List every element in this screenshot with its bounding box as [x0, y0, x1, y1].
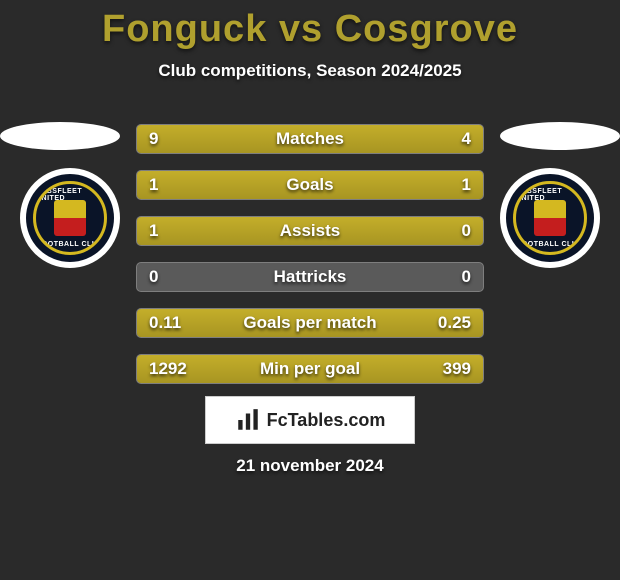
crest-text-bottom: FOOTBALL CLUB: [517, 241, 583, 248]
stat-label: Assists: [137, 217, 483, 245]
player-oval-left: [0, 122, 120, 150]
club-crest-left: EBBSFLEET UNITED FOOTBALL CLUB: [20, 168, 120, 268]
stat-label: Goals per match: [137, 309, 483, 337]
stat-row: 94Matches: [136, 124, 484, 154]
stat-label: Min per goal: [137, 355, 483, 383]
crest-text-top: EBBSFLEET UNITED: [36, 188, 104, 202]
player-oval-right: [500, 122, 620, 150]
stat-label: Matches: [137, 125, 483, 153]
stat-label: Goals: [137, 171, 483, 199]
crest-text-top: EBBSFLEET UNITED: [516, 188, 584, 202]
brand-text: FcTables.com: [267, 410, 386, 431]
date-label: 21 november 2024: [0, 456, 620, 476]
brand-badge: FcTables.com: [205, 396, 415, 444]
stat-row: 10Assists: [136, 216, 484, 246]
stat-row: 11Goals: [136, 170, 484, 200]
page-title: Fonguck vs Cosgrove: [0, 0, 620, 51]
chart-icon: [235, 407, 261, 433]
stat-row: 1292399Min per goal: [136, 354, 484, 384]
subtitle: Club competitions, Season 2024/2025: [0, 61, 620, 81]
comparison-bars: 94Matches 11Goals 10Assists 00Hattricks 0.11…: [136, 124, 484, 400]
stat-row: 0.110.25Goals per match: [136, 308, 484, 338]
club-crest-right: EBBSFLEET UNITED FOOTBALL CLUB: [500, 168, 600, 268]
stat-label: Hattricks: [137, 263, 483, 291]
stat-row: 00Hattricks: [136, 262, 484, 292]
crest-text-bottom: FOOTBALL CLUB: [37, 241, 103, 248]
